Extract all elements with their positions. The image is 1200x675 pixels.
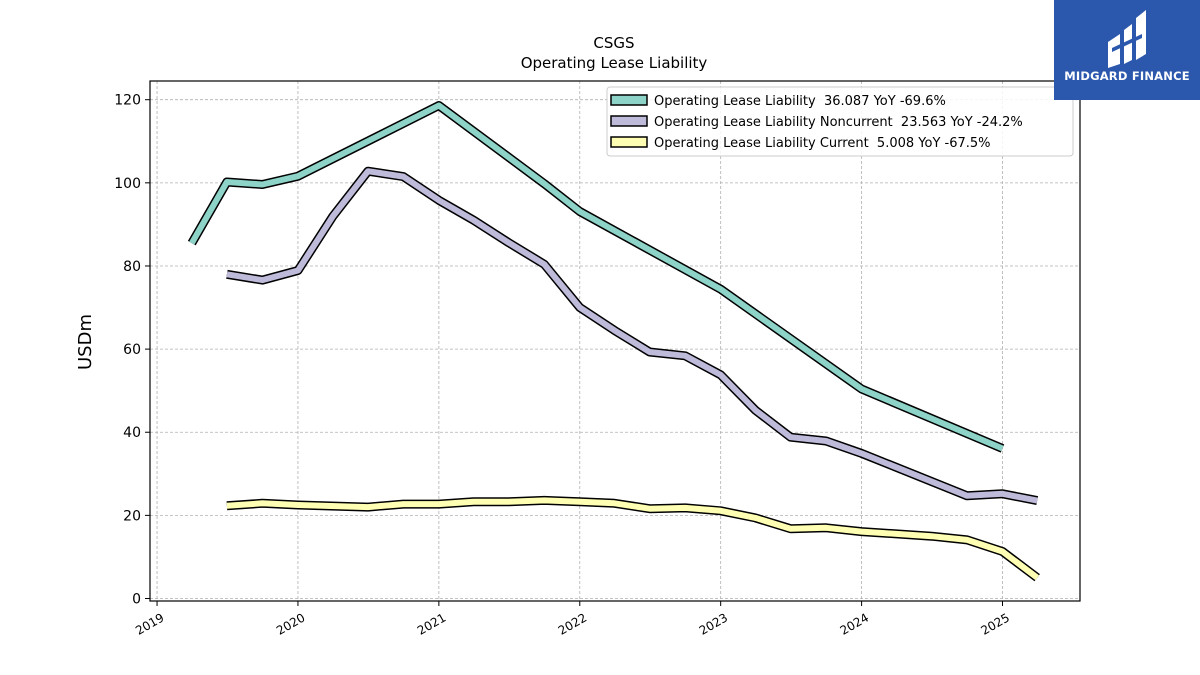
data-point <box>577 499 583 505</box>
data-point <box>788 434 794 440</box>
data-point <box>823 525 829 531</box>
data-point <box>788 526 794 532</box>
chart-title: CSGS <box>593 34 634 52</box>
data-point <box>365 504 371 510</box>
series-line <box>189 102 1004 452</box>
data-point <box>1000 491 1006 497</box>
x-tick-label: 2019 <box>133 610 166 637</box>
data-point <box>400 501 406 507</box>
data-point <box>647 349 653 355</box>
data-point <box>471 217 477 223</box>
x-tick-label: 2024 <box>838 610 871 637</box>
legend-item[interactable]: Operating Lease Liability Noncurrent 23.… <box>610 115 1023 130</box>
series-line <box>226 168 1038 504</box>
data-point <box>929 533 935 539</box>
data-point <box>259 500 265 506</box>
y-tick-label: 60 <box>123 342 141 358</box>
data-point <box>506 499 512 505</box>
data-point <box>295 173 301 179</box>
data-point <box>682 353 688 359</box>
legend-swatch <box>610 136 648 148</box>
data-point <box>295 502 301 508</box>
series-layer <box>187 101 1040 582</box>
y-tick-label: 0 <box>132 592 141 608</box>
data-point <box>752 407 758 413</box>
data-point <box>1034 498 1040 504</box>
data-point <box>964 493 970 499</box>
data-point <box>1000 549 1006 555</box>
brand-logo: MIDGARD FINANCE <box>1054 0 1200 100</box>
data-point <box>541 181 547 187</box>
series-line-group <box>224 166 1040 506</box>
x-tick-label: 2022 <box>556 610 589 637</box>
data-point <box>541 261 547 267</box>
y-tick-label: 120 <box>114 93 141 109</box>
legend[interactable]: Operating Lease Liability 36.087 YoY -69… <box>606 86 1074 157</box>
data-point <box>577 305 583 311</box>
data-point <box>400 174 406 180</box>
data-point <box>259 182 265 188</box>
series-line <box>226 497 1040 581</box>
x-tick-label: 2021 <box>415 610 448 637</box>
data-point <box>647 506 653 512</box>
series-line-group <box>224 495 1040 582</box>
y-tick-label: 100 <box>114 176 141 192</box>
legend-item[interactable]: Operating Lease Liability Current 5.008 … <box>610 136 991 151</box>
data-point <box>718 508 724 514</box>
data-point <box>224 271 230 277</box>
data-point <box>330 213 336 219</box>
plot-frame <box>149 80 1081 602</box>
data-point <box>295 268 301 274</box>
data-point <box>1034 575 1040 581</box>
y-tick-label: 20 <box>123 508 141 524</box>
data-point <box>612 500 618 506</box>
data-point <box>577 209 583 215</box>
data-point <box>823 438 829 444</box>
data-point <box>859 529 865 535</box>
data-point <box>365 168 371 174</box>
legend-label: Operating Lease Liability 36.087 YoY -69… <box>654 94 946 109</box>
data-point <box>859 386 865 392</box>
legend-label: Operating Lease Liability Noncurrent 23.… <box>654 115 1023 130</box>
data-point <box>506 240 512 246</box>
data-point <box>259 277 265 283</box>
legend-swatch <box>610 115 648 127</box>
data-point <box>718 372 724 378</box>
legend-item[interactable]: Operating Lease Liability 36.087 YoY -69… <box>610 94 946 109</box>
data-point <box>964 537 970 543</box>
data-point <box>436 103 442 109</box>
data-point <box>189 240 195 246</box>
data-point <box>718 286 724 292</box>
brand-logo-icon <box>1108 10 1146 68</box>
data-point <box>612 327 618 333</box>
brand-logo-text: MIDGARD FINANCE <box>1064 69 1190 83</box>
legend-label: Operating Lease Liability Current 5.008 … <box>654 136 991 151</box>
x-tick-label: 2025 <box>979 610 1012 637</box>
data-point <box>436 197 442 203</box>
x-tick-label: 2023 <box>697 610 730 637</box>
data-point <box>682 505 688 511</box>
series-line-outline <box>226 495 1040 582</box>
x-tick-label: 2020 <box>274 610 307 637</box>
data-point <box>224 503 230 509</box>
legend-box <box>606 86 1074 157</box>
grid-layer <box>150 81 1080 601</box>
data-point <box>436 501 442 507</box>
chart-subtitle: Operating Lease Liability <box>521 54 708 72</box>
tick-layer: 0 20 40 60 80 100 120 2019 2020 2021 2022 2023 2024 2… <box>114 93 1012 638</box>
y-tick-label: 40 <box>123 425 141 441</box>
data-point <box>752 515 758 521</box>
y-axis-label: USDm <box>75 314 96 370</box>
data-point <box>224 179 230 185</box>
legend-swatch <box>610 94 648 106</box>
y-tick-label: 80 <box>123 259 141 275</box>
data-point <box>1000 446 1006 452</box>
series-line-outline <box>226 166 1039 506</box>
series-line-group <box>187 101 1006 453</box>
data-point <box>471 499 477 505</box>
data-point <box>541 497 547 503</box>
data-point <box>859 450 865 456</box>
